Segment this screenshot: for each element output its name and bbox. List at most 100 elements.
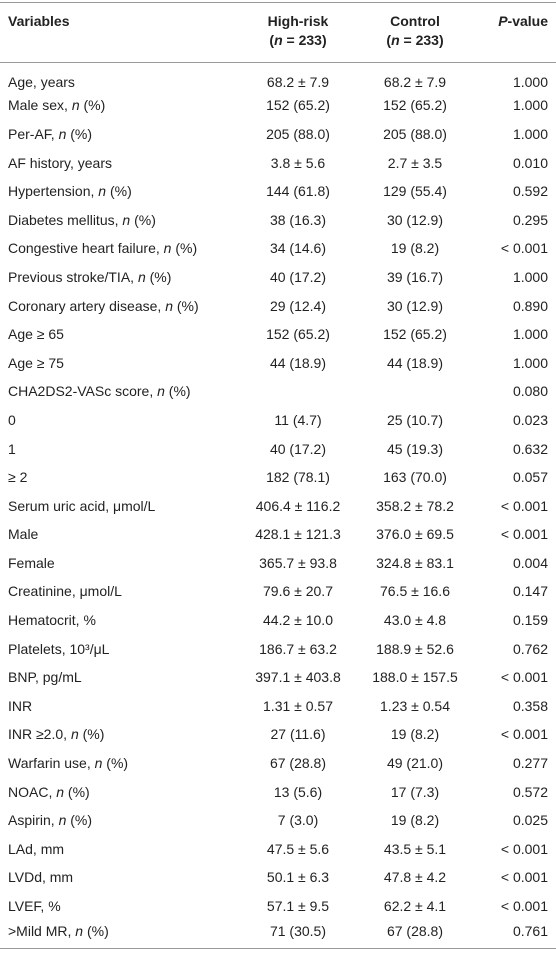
table-cell: 188.9 ± 52.6	[376, 640, 454, 657]
table-cell: 38 (16.3)	[269, 211, 327, 228]
table-cell: Aspirin, n (%)	[8, 812, 93, 829]
header-text: (n = 233)	[386, 32, 444, 48]
table-row: Age ≥ 75 44 (18.9) 44 (18.9) 1.000	[0, 348, 556, 377]
table-cell: < 0.001	[500, 526, 548, 543]
table-cell: 47.5 ± 5.6	[266, 840, 330, 857]
table-row: Creatinine, μmol/L 79.6 ± 20.7 76.5 ± 16.6…	[0, 577, 556, 606]
table-cell: 79.6 ± 20.7	[263, 583, 333, 600]
table-cell: Creatinine, μmol/L	[8, 583, 122, 600]
table-cell: 40 (17.2)	[269, 440, 327, 457]
table-cell: 406.4 ± 116.2	[255, 497, 341, 514]
table-cell: Previous stroke/TIA, n (%)	[8, 268, 172, 285]
table-cell: 39 (16.7)	[386, 268, 444, 285]
table-row: LAd, mm 47.5 ± 5.6 43.5 ± 5.1 < 0.001	[0, 835, 556, 864]
header-text: High-risk	[267, 13, 329, 29]
table-cell: Female	[8, 554, 55, 571]
table-row: 0 11 (4.7) 25 (10.7) 0.023	[0, 406, 556, 435]
header-cell: Control (n = 233)	[361, 3, 469, 63]
table-row: Previous stroke/TIA, n (%) 40 (17.2) 39 (1…	[0, 263, 556, 292]
table-cell: 30 (12.9)	[386, 211, 444, 228]
table-cell: 71 (30.5)	[269, 923, 327, 940]
table-row: Platelets, 10³/μL 186.7 ± 63.2 188.9 ± 52.…	[0, 634, 556, 663]
table-cell: Per-AF, n (%)	[8, 125, 93, 142]
data-table: Variables High-risk (n = 233) Control (n = 2…	[0, 2, 556, 949]
table-cell: BNP, pg/mL	[8, 669, 82, 686]
table-cell	[235, 377, 361, 406]
table-cell: 30 (12.9)	[386, 297, 444, 314]
table-cell: 27 (11.6)	[270, 726, 326, 743]
table-cell: 3.8 ± 5.6	[270, 154, 326, 171]
table-cell: 7 (3.0)	[277, 812, 319, 829]
header-row: Variables High-risk (n = 233) Control (n = 2…	[0, 2, 556, 63]
table-cell: 49 (21.0)	[386, 755, 444, 772]
table-cell: 0.295	[512, 211, 548, 228]
table-cell: < 0.001	[500, 898, 548, 915]
table-cell: 0	[8, 411, 16, 428]
table-cell: < 0.001	[500, 669, 548, 686]
table-cell: Age ≥ 65	[8, 326, 64, 343]
table-row: Hypertension, n (%) 144 (61.8) 129 (55.4) 0…	[0, 177, 556, 206]
table-cell: 13 (5.6)	[273, 783, 323, 800]
table-cell: 1	[8, 440, 16, 457]
table-cell: 43.0 ± 4.8	[383, 612, 447, 629]
table-cell	[361, 377, 469, 406]
table-cell: 25 (10.7)	[386, 411, 444, 428]
table-cell: CHA2DS2-VASc score, n (%)	[8, 383, 191, 400]
table-row: BNP, pg/mL 397.1 ± 403.8 188.0 ± 157.5 < 0.…	[0, 663, 556, 692]
table-cell: 68.2 ± 7.9	[383, 74, 447, 91]
table-cell: 129 (55.4)	[383, 183, 447, 200]
table-cell: 44.2 ± 10.0	[263, 612, 333, 629]
table-cell: 205 (88.0)	[266, 125, 330, 142]
table-row: NOAC, n (%) 13 (5.6) 17 (7.3) 0.572	[0, 777, 556, 806]
table-cell: 44 (18.9)	[269, 354, 327, 371]
table-cell: Hematocrit, %	[8, 612, 96, 629]
table-row: Diabetes mellitus, n (%) 38 (16.3) 30 (12.…	[0, 205, 556, 234]
table-cell: INR	[8, 697, 33, 714]
table-cell: 144 (61.8)	[266, 183, 330, 200]
table-cell: 19 (8.2)	[390, 240, 440, 257]
table-cell: Hypertension, n (%)	[8, 183, 132, 200]
table-cell: 152 (65.2)	[383, 326, 447, 343]
table-cell: 376.0 ± 69.5	[376, 526, 454, 543]
header-text: (n = 233)	[269, 32, 327, 48]
table-cell: 152 (65.2)	[266, 326, 330, 343]
table-row: Serum uric acid, μmol/L 406.4 ± 116.2 358.…	[0, 491, 556, 520]
header-cell: P-value	[469, 3, 556, 63]
table-cell: Coronary artery disease, n (%)	[8, 297, 199, 314]
table-cell: 57.1 ± 9.5	[266, 898, 330, 915]
table-cell: 11 (4.7)	[274, 411, 322, 428]
table-cell: 67 (28.8)	[269, 755, 327, 772]
table-cell: 40 (17.2)	[269, 268, 327, 285]
table-cell: 0.762	[512, 640, 548, 657]
table-cell: 67 (28.8)	[386, 923, 444, 940]
header-cell: High-risk (n = 233)	[235, 3, 361, 63]
table-cell: 397.1 ± 403.8	[255, 669, 341, 686]
table-cell: 43.5 ± 5.1	[383, 840, 447, 857]
table-cell: Congestive heart failure, n (%)	[8, 240, 198, 257]
table-cell: 0.358	[512, 697, 548, 714]
table-cell: 0.159	[512, 612, 548, 629]
table-row: INR 1.31 ± 0.57 1.23 ± 0.54 0.358	[0, 692, 556, 721]
table-cell: 358.2 ± 78.2	[376, 497, 454, 514]
table-cell: 1.31 ± 0.57	[263, 697, 333, 714]
table-row: Male sex, n (%) 152 (65.2) 152 (65.2) 1.000	[0, 91, 556, 120]
table-cell: 205 (88.0)	[383, 125, 447, 142]
table-cell: 1.000	[512, 97, 548, 114]
table-cell: 0.080	[512, 383, 548, 400]
header-text: Control	[390, 13, 440, 29]
table-cell: Male sex, n (%)	[8, 97, 106, 114]
table-cell: AF history, years	[8, 154, 112, 171]
table-cell: Age ≥ 75	[8, 354, 64, 371]
table-cell: Warfarin use, n (%)	[8, 755, 129, 772]
table-cell: 0.004	[512, 554, 548, 571]
table-cell: >Mild MR, n (%)	[8, 923, 109, 940]
table-row: AF history, years 3.8 ± 5.6 2.7 ± 3.5 0.010	[0, 148, 556, 177]
table-cell: < 0.001	[500, 726, 548, 743]
table-cell: LVDd, mm	[8, 869, 74, 886]
table-cell: 1.000	[512, 326, 548, 343]
table-cell: 76.5 ± 16.6	[380, 583, 450, 600]
table-cell: Male	[8, 526, 39, 543]
table-row: INR ≥2.0, n (%) 27 (11.6) 19 (8.2) < 0.001	[0, 720, 556, 749]
table-row: >Mild MR, n (%) 71 (30.5) 67 (28.8) 0.761	[0, 920, 556, 949]
